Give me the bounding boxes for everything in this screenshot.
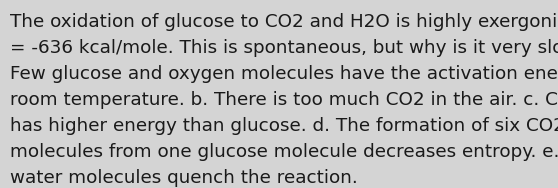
Text: molecules from one glucose molecule decreases entropy. e. The: molecules from one glucose molecule decr…	[10, 143, 558, 161]
Text: Few glucose and oxygen molecules have the activation energy at: Few glucose and oxygen molecules have th…	[10, 65, 558, 83]
Text: has higher energy than glucose. d. The formation of six CO2: has higher energy than glucose. d. The f…	[10, 117, 558, 135]
Text: The oxidation of glucose to CO2 and H2O is highly exergonic: ΔG: The oxidation of glucose to CO2 and H2O …	[10, 13, 558, 31]
Text: water molecules quench the reaction.: water molecules quench the reaction.	[10, 169, 358, 187]
Text: = -636 kcal/mole. This is spontaneous, but why is it very slow? a.: = -636 kcal/mole. This is spontaneous, b…	[10, 39, 558, 57]
Text: room temperature. b. There is too much CO2 in the air. c. CO2: room temperature. b. There is too much C…	[10, 91, 558, 109]
